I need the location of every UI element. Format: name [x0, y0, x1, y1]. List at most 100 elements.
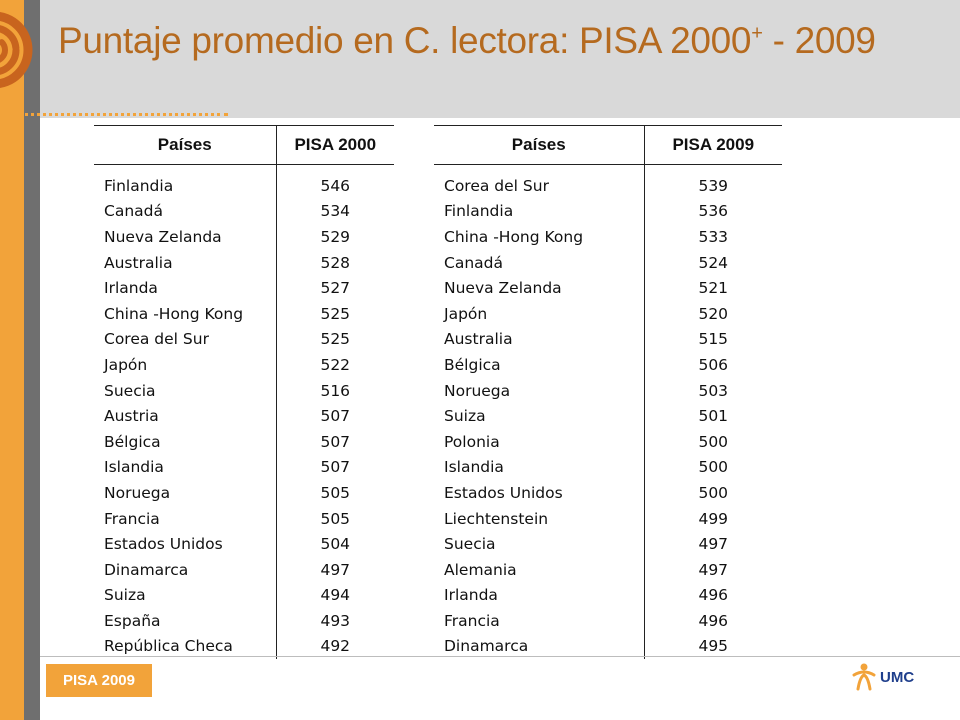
country-cell: Finlandia: [444, 202, 514, 221]
country-cell: Islandia: [104, 458, 164, 477]
table-row: Corea del Sur 525: [94, 326, 394, 353]
table-row: Bélgica 507: [94, 428, 394, 455]
title-main: Puntaje promedio en C. lectora: PISA 200…: [58, 20, 752, 61]
score-cell: 516: [275, 377, 394, 404]
table-row: Polonia 500: [434, 428, 782, 455]
country-cell: Dinamarca: [104, 560, 189, 579]
country-cell: Austria: [104, 407, 159, 426]
score-cell: 503: [643, 377, 782, 404]
country-cell: Noruega: [104, 483, 171, 502]
slide-title: Puntaje promedio en C. lectora: PISA 200…: [58, 20, 876, 62]
country-cell: Estados Unidos: [444, 483, 563, 502]
country-cell: Suecia: [444, 535, 496, 554]
country-cell: Liechtenstein: [444, 509, 549, 528]
table-row: Alemania 497: [434, 556, 782, 583]
score-cell: 528: [275, 249, 394, 276]
score-cell: 539: [643, 164, 782, 199]
country-cell: Japón: [104, 355, 148, 374]
score-cell: 493: [275, 608, 394, 634]
table-row: Suiza 494: [94, 582, 394, 609]
score-cell: 505: [275, 480, 394, 506]
table-row: República Checa 492: [94, 633, 394, 660]
score-cell: 536: [643, 198, 782, 225]
score-cell: 520: [643, 300, 782, 327]
umc-figure-icon: [852, 663, 876, 691]
score-cell: 496: [643, 608, 782, 634]
score-cell: 534: [275, 198, 394, 225]
country-cell: Australia: [104, 253, 173, 272]
table-row: China -Hong Kong 525: [94, 300, 394, 327]
country-cell: República Checa: [104, 637, 233, 656]
score-cell: 492: [275, 633, 394, 660]
score-cell: 501: [643, 403, 782, 429]
table-row: Canadá 534: [94, 198, 394, 225]
country-cell: Canadá: [444, 253, 503, 272]
table-row: Austria 507: [94, 403, 394, 429]
table-row: Irlanda 496: [434, 582, 782, 609]
score-cell: 495: [643, 633, 782, 660]
table-row: Estados Unidos 500: [434, 480, 782, 506]
column-header-score: PISA 2000: [275, 125, 394, 165]
table-row: Dinamarca 497: [94, 556, 394, 583]
footer-badge: PISA 2009: [46, 664, 152, 697]
title-tail: - 2009: [762, 20, 876, 61]
country-cell: China -Hong Kong: [104, 304, 244, 323]
table-row: Corea del Sur 539: [434, 164, 782, 199]
score-cell: 546: [275, 164, 394, 199]
umc-logo: UMC: [852, 660, 914, 694]
score-cell: 515: [643, 326, 782, 353]
score-cell: 529: [275, 224, 394, 250]
country-cell: Polonia: [444, 432, 500, 451]
score-cell: 533: [643, 224, 782, 250]
score-cell: 507: [275, 454, 394, 481]
table-row: Noruega 505: [94, 480, 394, 506]
country-cell: Dinamarca: [444, 637, 529, 656]
table-row: Bélgica 506: [434, 352, 782, 378]
country-cell: Irlanda: [104, 279, 158, 298]
table-row: Suiza 501: [434, 403, 782, 429]
country-cell: Nueva Zelanda: [444, 279, 562, 298]
score-cell: 527: [275, 275, 394, 301]
table-row: Islandia 500: [434, 454, 782, 481]
score-cell: 497: [643, 556, 782, 583]
umc-logo-text: UMC: [880, 668, 915, 686]
table-row: Francia 496: [434, 608, 782, 634]
table-row: Australia 528: [94, 249, 394, 276]
column-header-score: PISA 2009: [643, 125, 782, 165]
country-cell: Francia: [444, 611, 500, 630]
country-cell: Bélgica: [444, 355, 501, 374]
country-cell: Suecia: [104, 381, 156, 400]
footer-divider: [40, 656, 960, 657]
title-superscript: +: [751, 22, 763, 45]
score-cell: 496: [643, 582, 782, 609]
pisa-2000-table: Países PISA 2000 Finlandia 546 Canadá 534 Nu…: [94, 125, 394, 660]
spiral-logo-icon: [0, 11, 33, 89]
score-cell: 524: [643, 249, 782, 276]
table-row: Estados Unidos 504: [94, 531, 394, 557]
country-cell: Corea del Sur: [444, 176, 549, 195]
table-row: Finlandia 546: [94, 164, 394, 199]
country-cell: Alemania: [444, 560, 517, 579]
score-cell: 507: [275, 428, 394, 455]
country-cell: España: [104, 611, 161, 630]
score-cell: 521: [643, 275, 782, 301]
score-cell: 500: [643, 480, 782, 506]
table-row: Canadá 524: [434, 249, 782, 276]
country-cell: Irlanda: [444, 586, 498, 605]
country-cell: Finlandia: [104, 176, 174, 195]
left-gray-bar: [24, 0, 40, 720]
score-cell: 507: [275, 403, 394, 429]
score-cell: 505: [275, 505, 394, 532]
table-row: China -Hong Kong 533: [434, 224, 782, 250]
score-cell: 500: [643, 428, 782, 455]
table-row: Francia 505: [94, 505, 394, 532]
country-cell: Bélgica: [104, 432, 161, 451]
country-cell: China -Hong Kong: [444, 227, 584, 246]
dotted-divider: [0, 113, 228, 116]
score-cell: 504: [275, 531, 394, 557]
pisa-2009-table: Países PISA 2009 Corea del Sur 539 Finland…: [434, 125, 782, 660]
table-row: Suecia 497: [434, 531, 782, 557]
left-accent-bar: [0, 0, 24, 720]
table-row: España 493: [94, 608, 394, 634]
score-cell: 497: [643, 531, 782, 557]
